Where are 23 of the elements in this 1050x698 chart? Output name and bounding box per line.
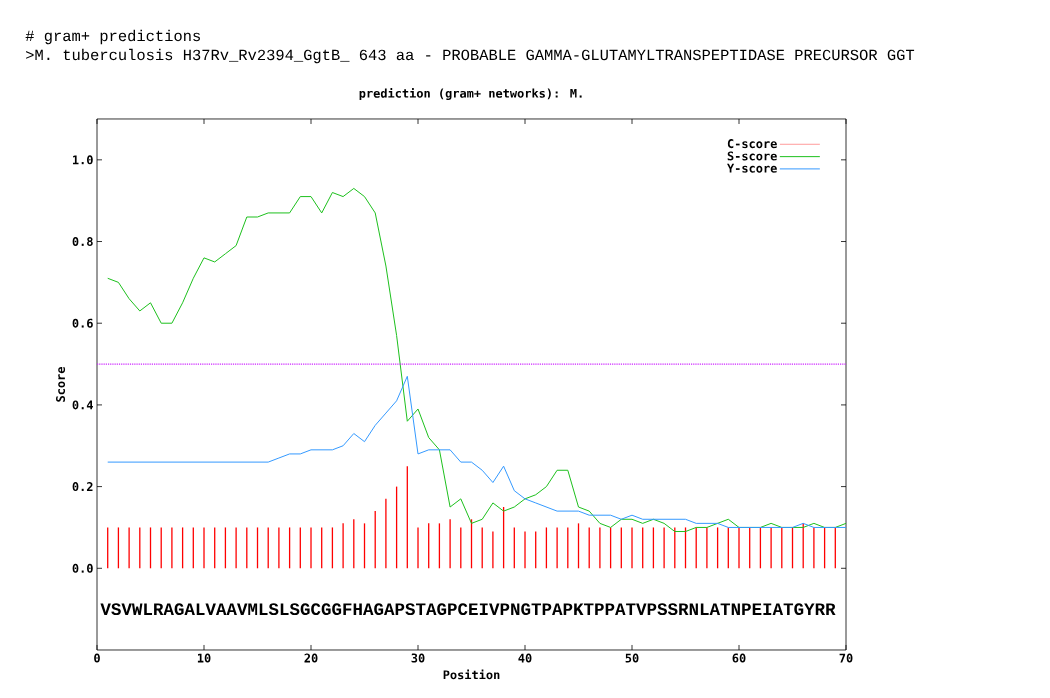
x-axis-title: Position xyxy=(443,669,500,680)
y-tick-label: 0.2 xyxy=(72,482,93,492)
y-tick-label: 0.4 xyxy=(72,400,93,410)
legend-label: S-score xyxy=(727,151,777,161)
x-tick-label: 50 xyxy=(625,653,639,663)
y-tick-label: 0.0 xyxy=(72,563,93,573)
y-axis-title: Score xyxy=(56,366,66,402)
x-tick-label: 40 xyxy=(518,653,532,663)
legend-label: Y-score xyxy=(727,163,777,173)
x-tick-label: 60 xyxy=(732,653,746,663)
y-tick-label: 0.8 xyxy=(72,237,93,247)
y-tick-label: 1.0 xyxy=(72,155,93,165)
annotation: VSVWLRAGALVAAVMLSLSGCGGFHAGAPSTAGPCEIVPNGTPAPKTPPATVPSSRNLATNPEIATGYRR xyxy=(100,603,836,616)
x-tick-label: 30 xyxy=(411,653,425,663)
x-tick-label: 10 xyxy=(197,653,211,663)
chart-title: prediction (gram+ networks): M. xyxy=(359,87,582,101)
text: >M. tuberculosis H37Rv_Rv2394_GgtB_ 643 aa - PROBABLE GAMMA-GLUTAMYLTRANSPEPTIDASE PRECURSOR GGT xyxy=(26,48,915,64)
text: # gram+ predictions xyxy=(25,29,200,45)
legend-label: C-score xyxy=(727,139,777,149)
y-tick-label: 0.6 xyxy=(72,318,93,328)
x-tick-label: 20 xyxy=(304,653,318,663)
x-tick-label: 0 xyxy=(94,653,100,663)
x-tick-label: 70 xyxy=(839,653,853,663)
